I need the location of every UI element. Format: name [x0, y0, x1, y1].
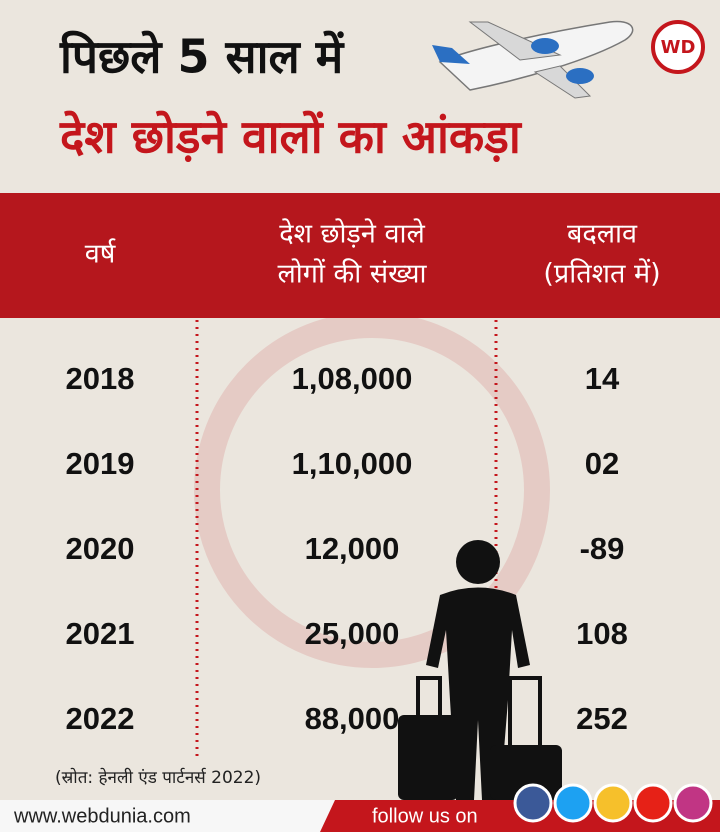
- handle: [416, 676, 442, 715]
- facebook-icon[interactable]: [513, 783, 553, 823]
- table-cell: 2019: [66, 446, 135, 481]
- table-cell: 1,08,000: [292, 361, 413, 396]
- handle: [508, 676, 542, 745]
- table-cell: 252: [576, 701, 628, 736]
- table-cell: 108: [576, 616, 628, 651]
- koo-icon[interactable]: [593, 783, 633, 823]
- head: [456, 540, 500, 584]
- logo-circle: [651, 20, 705, 74]
- table-cell: 12,000: [305, 531, 400, 566]
- watermark-ring: [194, 312, 550, 668]
- table-cell: 2020: [66, 531, 135, 566]
- engine: [531, 38, 559, 54]
- website[interactable]: www.webdunia.com: [13, 805, 191, 827]
- traveler-silhouette: [398, 540, 562, 800]
- airplane-icon: [432, 20, 634, 99]
- instagram-icon[interactable]: [673, 783, 713, 823]
- watermark: [194, 312, 550, 668]
- table-header-band: [0, 193, 720, 318]
- twitter-icon[interactable]: [553, 783, 593, 823]
- table-cell: 2021: [66, 616, 135, 651]
- follow-text: follow us on: [372, 805, 478, 827]
- suitcase: [490, 745, 562, 800]
- table-cell: -89: [580, 531, 625, 566]
- table-cell: 2018: [66, 361, 135, 396]
- column-header: (प्रतिशत में): [543, 258, 660, 290]
- table-cell: 14: [585, 361, 620, 396]
- suitcase: [398, 715, 458, 800]
- tail: [432, 45, 470, 64]
- column-header: बदलाव: [567, 219, 638, 250]
- column-header: वर्ष: [85, 238, 117, 270]
- table-cell: 88,000: [305, 701, 400, 736]
- engine: [566, 68, 594, 84]
- title-line: देश छोड़ने वालों का आंकड़ा: [59, 110, 523, 164]
- table-cell: 1,10,000: [292, 446, 413, 481]
- table-cell: 2022: [66, 701, 135, 736]
- youtube-icon[interactable]: [633, 783, 673, 823]
- source-note: (स्रोत: हेनली एंड पार्टनर्स 2022): [55, 767, 261, 788]
- table-cell: 02: [585, 446, 619, 481]
- title-line: पिछले 5 साल में: [59, 30, 345, 84]
- column-header: देश छोड़ने वाले: [279, 218, 425, 250]
- wing: [533, 65, 592, 99]
- column-header: लोगों की संख्या: [277, 258, 427, 290]
- logo: WD: [661, 37, 696, 58]
- table-cell: 25,000: [305, 616, 400, 651]
